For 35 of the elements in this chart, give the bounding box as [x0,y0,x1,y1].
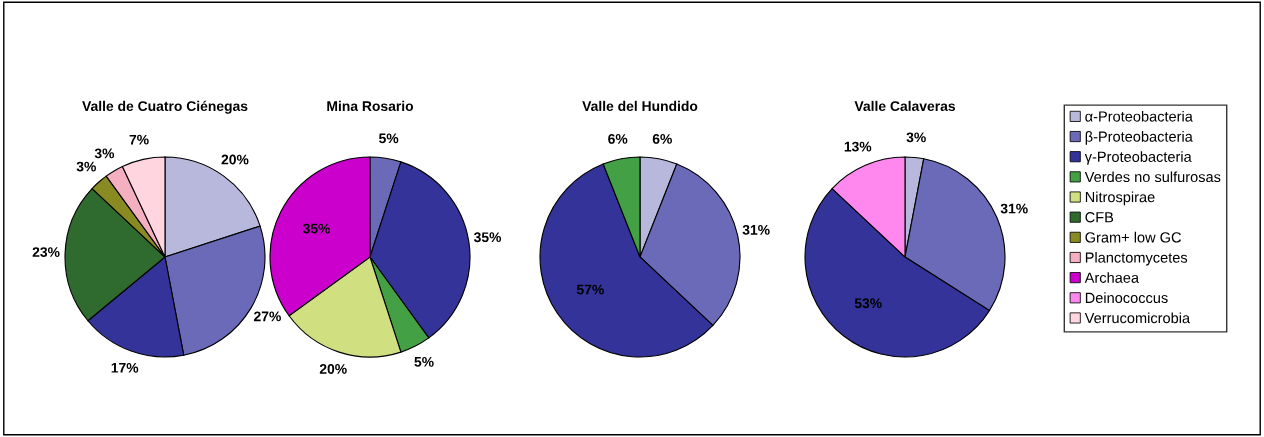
data-label: 31% [1000,203,1028,214]
data-label: 53% [854,298,882,309]
data-label: 17% [111,362,139,373]
data-label: 3% [94,148,115,159]
legend-label: α-Proteobacteria [1085,110,1193,122]
data-label: 6% [652,134,672,144]
data-label: 3% [76,161,96,172]
chart-title: Mina Rosario [327,100,414,112]
legend-label: β-Proteobacteria [1085,131,1193,145]
legend-label: CFB [1085,212,1114,223]
chart-title: Valle Calaveras [854,100,956,112]
data-label: 31% [742,224,770,235]
data-label: 5% [414,356,434,367]
data-label: 20% [221,154,249,165]
legend-label: Gram+ low GC [1085,231,1181,243]
legend-label: Verrucomicrobia [1084,312,1191,324]
chart-title: Valle del Hundido [582,100,698,112]
legend-label: Planctomycetes [1085,252,1188,266]
data-label: 27% [254,311,281,322]
legend-label: Verdes no sulfurosas [1084,171,1221,183]
data-label: 6% [608,134,628,144]
legend-label: Deinococcus [1085,292,1168,304]
legend-label: Nitrospirae [1085,191,1155,206]
data-label: 23% [32,247,60,258]
data-label: 7% [129,134,149,145]
data-label: 35% [302,223,331,234]
data-label: 3% [906,132,926,143]
data-label: 20% [319,364,347,374]
chart-title: Valle de Cuatro Ciénegas [82,100,248,114]
legend-label: Archaea [1084,272,1140,283]
data-label: 35% [473,232,502,243]
data-label: 5% [379,133,399,144]
legend-label: γ-Proteobacteria [1084,151,1192,165]
data-label: 57% [576,284,604,295]
data-label: 13% [844,141,872,152]
